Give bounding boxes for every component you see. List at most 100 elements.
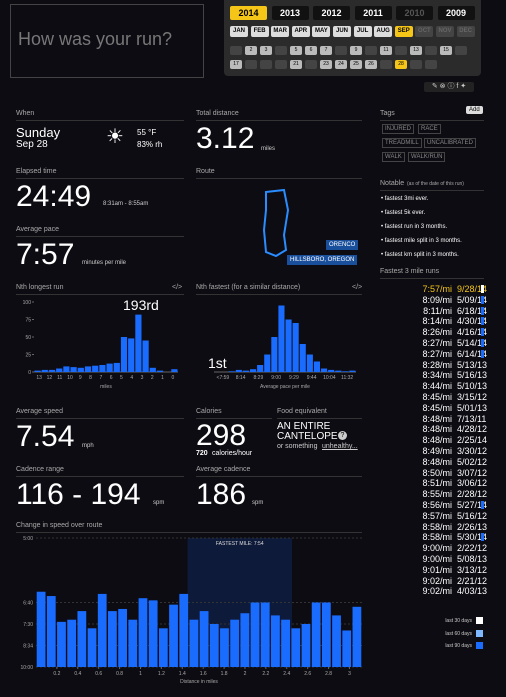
run-row[interactable]: 7:57/mi 9/28/14 xyxy=(382,284,492,294)
run-row[interactable]: 8:45/mi 5/01/13 xyxy=(382,403,492,413)
run-row[interactable]: 8:58/mi 2/26/13 xyxy=(382,522,492,532)
embed-link[interactable]: </> xyxy=(172,284,183,291)
tag[interactable]: INJURED xyxy=(382,124,415,134)
run-row[interactable]: 8:09/mi 5/09/14 xyxy=(382,295,492,305)
section-label: Calories xyxy=(196,408,222,415)
rule xyxy=(16,532,362,533)
month-button[interactable]: NOV xyxy=(436,26,454,37)
bar xyxy=(169,604,178,667)
run-row[interactable]: 9:00/mi 5/08/13 xyxy=(382,554,492,564)
run-row[interactable]: 8:55/mi 2/28/12 xyxy=(382,489,492,499)
run-row[interactable]: 8:56/mi 5/27/14 xyxy=(382,500,492,510)
day-button[interactable]: 28 xyxy=(395,60,407,69)
run-row[interactable]: 8:44/mi 5/10/13 xyxy=(382,381,492,391)
run-pace: 9:00/mi xyxy=(422,554,452,564)
add-button[interactable]: Add xyxy=(466,106,483,114)
run-row[interactable]: 8:27/mi 6/14/14 xyxy=(382,349,492,359)
run-row[interactable]: 8:11/mi 6/18/14 xyxy=(382,306,492,316)
run-row[interactable]: 8:51/mi 3/06/12 xyxy=(382,478,492,488)
tag[interactable]: WALK xyxy=(382,152,405,162)
recency-marker xyxy=(481,295,484,304)
year-button[interactable]: 2010 xyxy=(396,6,433,20)
run-row[interactable]: 8:14/mi 4/30/14 xyxy=(382,316,492,326)
year-button[interactable]: 2009 xyxy=(437,6,475,20)
run-row[interactable]: 8:34/mi 5/16/13 xyxy=(382,370,492,380)
run-row[interactable]: 8:45/mi 3/15/12 xyxy=(382,392,492,402)
month-button[interactable]: OCT xyxy=(415,26,434,37)
recency-marker xyxy=(481,349,484,358)
share-icons[interactable]: ✎ ⊗ ⓘ f ✦ xyxy=(424,82,474,92)
run-prompt-box[interactable] xyxy=(10,4,204,78)
run-row[interactable]: 9:02/mi 4/03/13 xyxy=(382,586,492,596)
day-button[interactable]: 9 xyxy=(350,46,362,55)
run-row[interactable]: 8:27/mi 5/14/14 xyxy=(382,338,492,348)
tag[interactable]: RACE xyxy=(418,124,441,134)
unit: miles xyxy=(261,146,276,152)
run-row[interactable]: 8:48/mi 5/02/12 xyxy=(382,457,492,467)
run-row[interactable]: 9:02/mi 2/21/12 xyxy=(382,576,492,586)
month-button[interactable]: SEP xyxy=(394,26,413,37)
bar xyxy=(311,602,321,667)
month-button[interactable]: JAN xyxy=(230,26,248,37)
x-tick-label: 0.2 xyxy=(53,671,60,677)
day-button[interactable]: 26 xyxy=(365,60,377,69)
rule xyxy=(196,120,362,121)
day-button[interactable]: 13 xyxy=(410,46,422,55)
year-button[interactable]: 2013 xyxy=(271,6,309,20)
day-button[interactable]: 21 xyxy=(290,60,302,69)
day-button[interactable]: 7 xyxy=(320,46,332,55)
run-row[interactable]: 8:48/mi 2/25/14 xyxy=(382,435,492,445)
year-button[interactable]: 2012 xyxy=(313,6,350,20)
run-row[interactable]: 8:26/mi 4/16/14 xyxy=(382,327,492,337)
run-row[interactable]: 9:01/mi 3/13/12 xyxy=(382,565,492,575)
run-row[interactable]: 9:00/mi 2/22/12 xyxy=(382,543,492,553)
run-prompt[interactable]: How was your run? xyxy=(18,29,173,49)
run-pace: 8:57/mi xyxy=(422,510,452,521)
year-button[interactable]: 2014 xyxy=(230,6,267,20)
day-button[interactable]: 15 xyxy=(440,46,452,55)
embed-link[interactable]: </> xyxy=(352,284,363,291)
year-button[interactable]: 2011 xyxy=(354,6,392,20)
day-button[interactable]: 11 xyxy=(380,46,392,55)
day-button[interactable]: 24 xyxy=(335,60,347,69)
day-button[interactable]: 5 xyxy=(290,46,302,55)
day-button[interactable]: 17 xyxy=(230,60,242,69)
run-pace: 8:34/mi xyxy=(422,370,452,381)
food-alt: or something xyxy=(277,443,318,450)
run-row[interactable]: 8:49/mi 3/30/12 xyxy=(382,446,492,456)
section-label: Total distance xyxy=(196,110,239,117)
rule xyxy=(196,178,362,179)
tag[interactable]: TREADMILL xyxy=(382,138,422,148)
run-row[interactable]: 8:57/mi 5/16/12 xyxy=(382,511,492,521)
day-button[interactable]: 25 xyxy=(350,60,362,69)
month-button[interactable]: MAR xyxy=(271,26,290,37)
date: Sep 28 xyxy=(16,139,48,150)
run-row[interactable]: 8:48/mi 4/28/12 xyxy=(382,424,492,434)
month-button[interactable]: AUG xyxy=(374,26,393,37)
day-button[interactable]: 2 xyxy=(245,46,257,55)
tag[interactable]: WALK/RUN xyxy=(408,152,446,162)
run-pace: 8:49/mi xyxy=(422,446,452,456)
food-alt-link[interactable]: unhealthy... xyxy=(322,443,358,450)
month-button[interactable]: JUN xyxy=(333,26,351,37)
food-line: CANTELOPE xyxy=(277,431,338,442)
help-icon[interactable]: ? xyxy=(338,431,347,440)
month-button[interactable]: APR xyxy=(291,26,310,37)
tag[interactable]: UNCALIBRATED xyxy=(424,138,476,148)
month-button[interactable]: MAY xyxy=(312,26,331,37)
x-tick-label: 10:04 xyxy=(323,375,336,381)
month-button[interactable]: DEC xyxy=(456,26,475,37)
run-row[interactable]: 8:48/mi 7/13/11 xyxy=(382,414,492,424)
run-row[interactable]: 8:28/mi 5/13/13 xyxy=(382,360,492,370)
bar xyxy=(77,611,87,667)
month-button[interactable]: JUL xyxy=(353,26,372,37)
day-button[interactable]: 3 xyxy=(260,46,272,55)
bar xyxy=(349,370,356,372)
run-row[interactable]: 8:58/mi 5/30/14 xyxy=(382,532,492,542)
run-date: 5/08/13 xyxy=(457,554,488,564)
day-button[interactable]: 6 xyxy=(305,46,317,55)
day-button[interactable]: 23 xyxy=(320,60,332,69)
x-tick-label: 3 xyxy=(348,671,351,677)
run-row[interactable]: 8:50/mi 3/07/12 xyxy=(382,468,492,478)
month-button[interactable]: FEB xyxy=(250,26,269,37)
